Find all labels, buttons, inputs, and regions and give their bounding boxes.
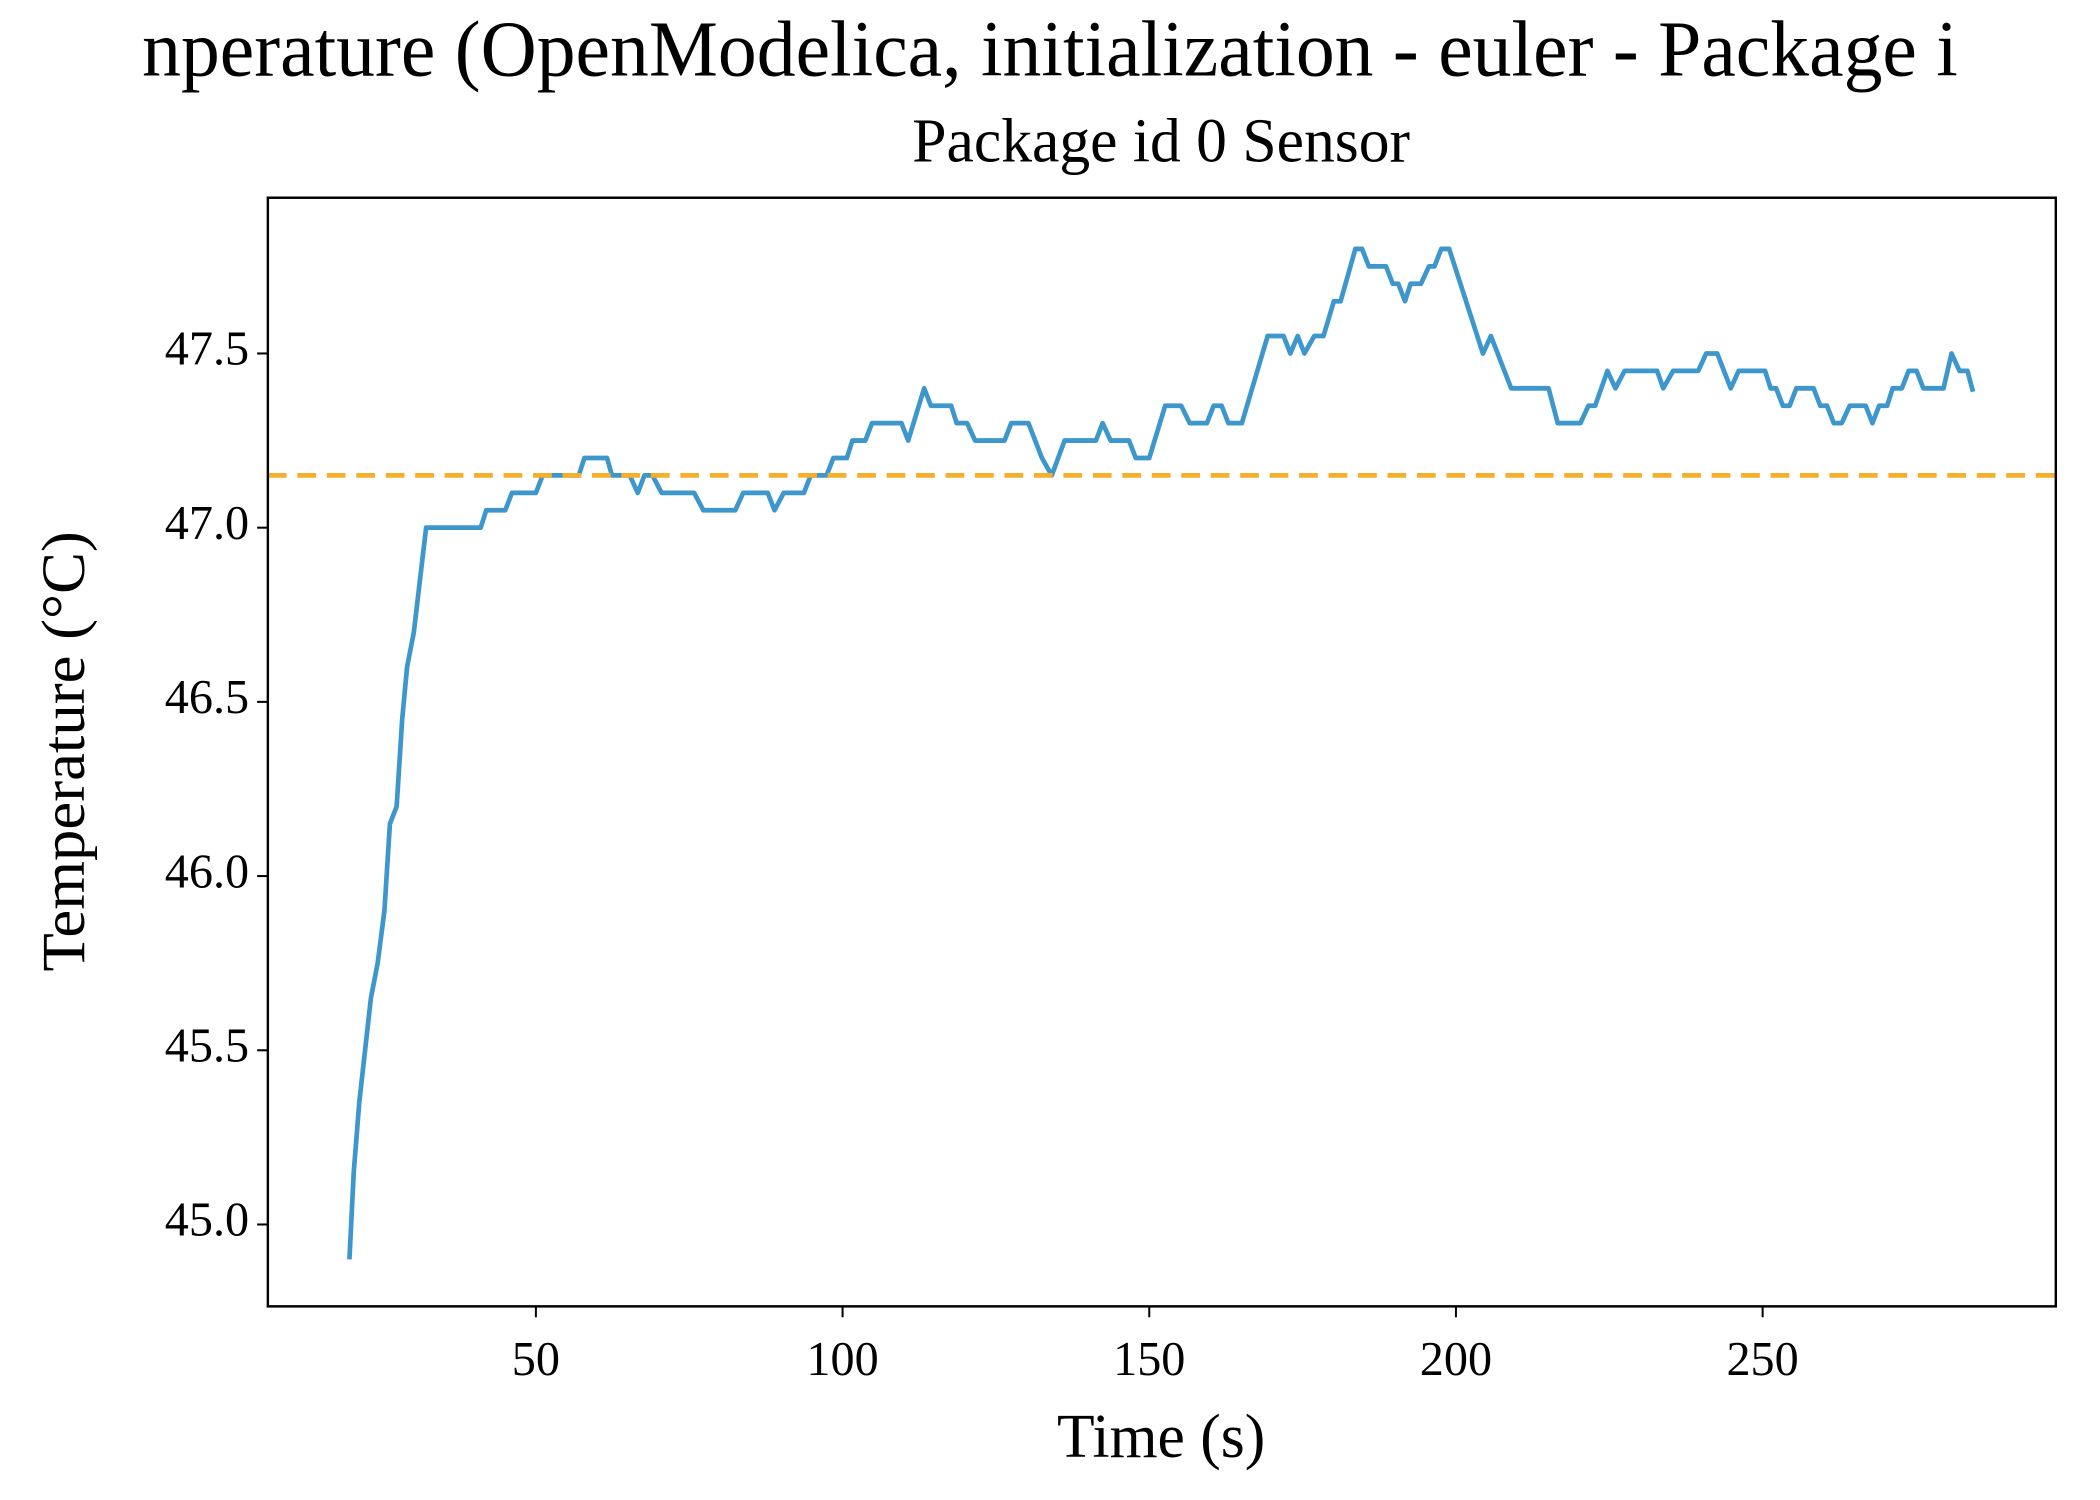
chart-subtitle: Package id 0 Sensor — [912, 107, 1410, 176]
y-tick-label: 45.5 — [165, 1018, 249, 1072]
data-line — [347, 246, 1976, 1260]
x-tick-label: 100 — [806, 1332, 878, 1386]
x-tick-label: 250 — [1726, 1332, 1798, 1386]
x-tick-label: 200 — [1420, 1332, 1492, 1386]
y-tick-label: 46.5 — [165, 670, 249, 724]
y-tick-label: 47.5 — [165, 321, 249, 375]
y-axis-label: Temperature (°C) — [30, 531, 97, 971]
chart-title: nperature (OpenModelica, initialization … — [142, 5, 1958, 93]
y-tick-label: 47.0 — [165, 496, 249, 550]
y-tick-label: 45.0 — [165, 1192, 249, 1246]
x-tick-label: 150 — [1113, 1332, 1185, 1386]
y-tick-label: 46.0 — [165, 844, 249, 898]
x-tick-label: 50 — [512, 1332, 560, 1386]
plot-frame — [266, 196, 2058, 1308]
x-axis-label: Time (s) — [1057, 1403, 1265, 1472]
